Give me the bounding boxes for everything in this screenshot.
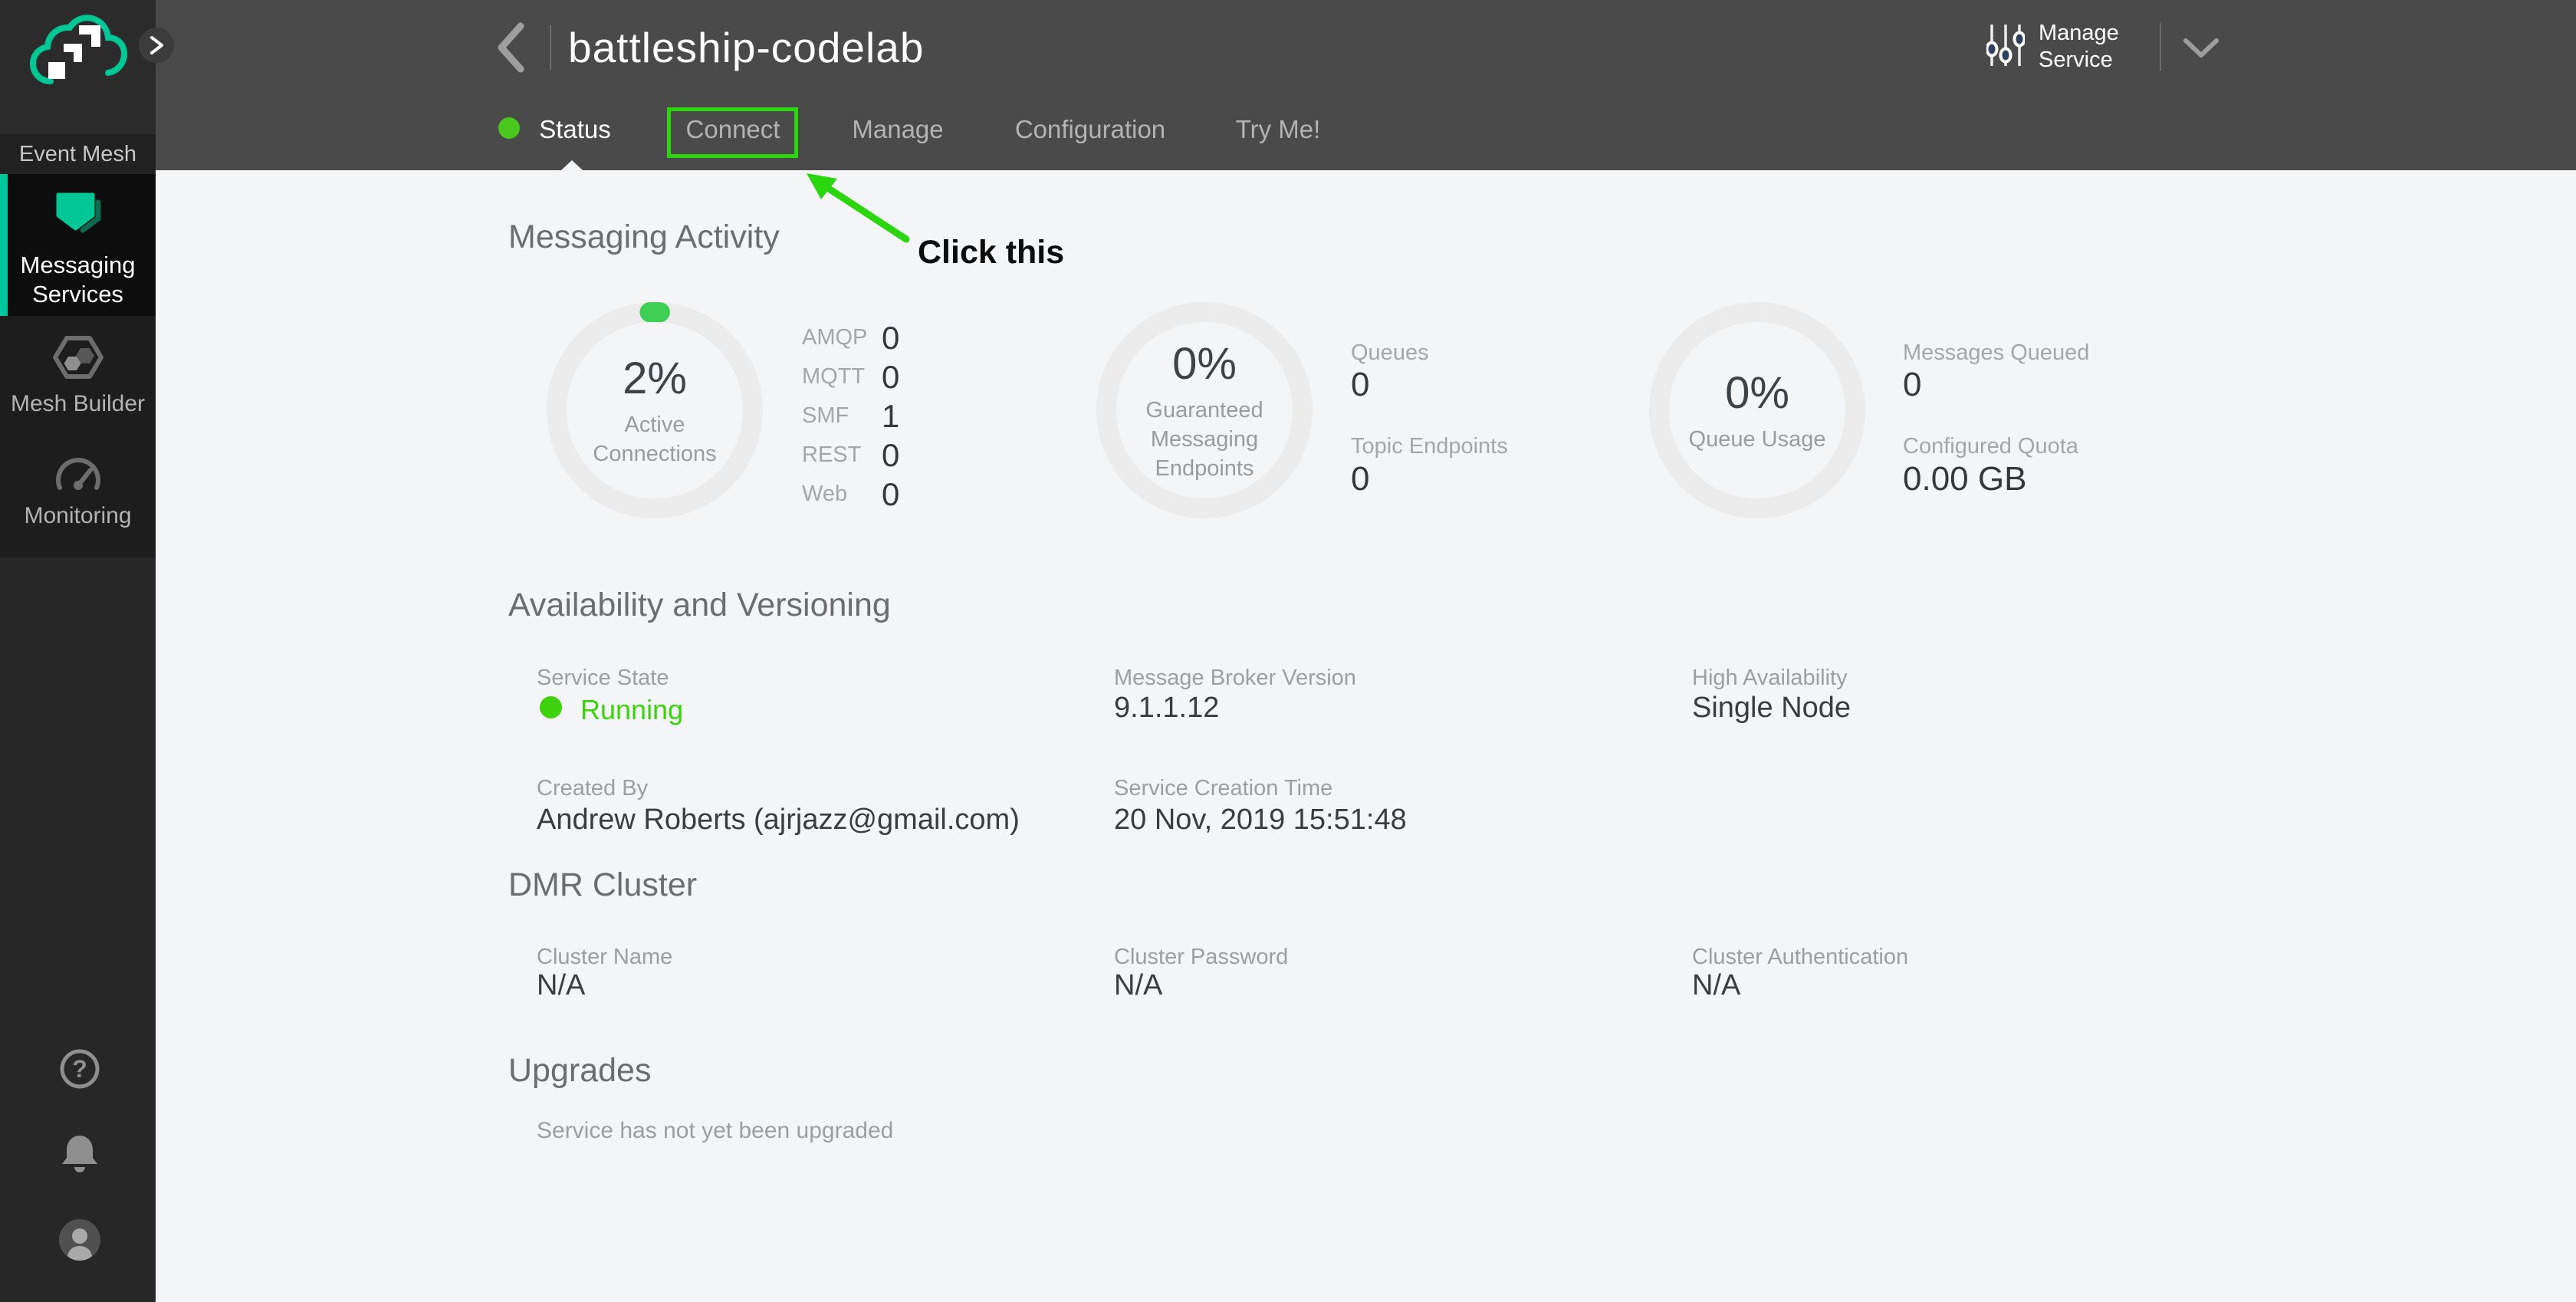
- stat-value: 0: [1351, 460, 1370, 498]
- notifications-button[interactable]: [58, 1133, 101, 1175]
- stat-row: SMF 1: [802, 397, 900, 434]
- stat-row: REST 0: [802, 436, 900, 473]
- stat-label: Configured Quota: [1903, 434, 2078, 459]
- cloud-logo-icon: [29, 15, 128, 84]
- gauge-caption: Active Connections: [593, 412, 717, 466]
- page-title: battleship-codelab: [568, 24, 925, 71]
- sidebar-item-label: Mesh Builder: [10, 391, 146, 416]
- field-label-cluster-password: Cluster Password: [1114, 945, 1289, 969]
- field-value-high-availability: Single Node: [1692, 692, 1852, 724]
- field-value-broker-version: 9.1.1.12: [1114, 692, 1220, 724]
- chevron-down-icon[interactable]: [2181, 37, 2221, 64]
- help-button[interactable]: ?: [58, 1047, 101, 1090]
- sidebar-item-messaging-services[interactable]: Messaging Services: [0, 174, 156, 316]
- help-icon: ?: [60, 1049, 100, 1089]
- active-connections-gauge: 2% Active Connections: [546, 301, 764, 519]
- upgrades-note: Service has not yet been upgraded: [537, 1118, 894, 1143]
- stat-row: AMQP 0: [802, 319, 900, 356]
- sidebar-item-monitoring[interactable]: Monitoring: [0, 429, 156, 544]
- svg-text:?: ?: [72, 1055, 87, 1083]
- field-value-cluster-password: N/A: [1114, 969, 1163, 1001]
- stat-value: 0.00 GB: [1903, 460, 2027, 498]
- running-status-dot: [540, 696, 562, 718]
- sidebar-nav: Messaging Services Mesh Builder Monitori…: [0, 174, 156, 557]
- sidebar: Event Mesh Messaging Services Mesh Build…: [0, 0, 174, 1302]
- gauge-percent: 0%: [1172, 338, 1237, 389]
- field-label-service-state: Service State: [537, 666, 669, 690]
- messaging-services-shield-icon: [56, 192, 100, 233]
- chevron-right-icon: [150, 36, 163, 54]
- stat-row: Web 0: [802, 475, 900, 512]
- user-profile-button[interactable]: [58, 1218, 101, 1261]
- manage-service-label: Manage Service: [2039, 21, 2119, 72]
- field-value-created-by: Andrew Roberts (ajrjazz@gmail.com): [537, 804, 1020, 836]
- field-value-cluster-name: N/A: [537, 969, 586, 1001]
- stat-value: 0: [1903, 366, 1922, 403]
- stat-value: 0: [1351, 366, 1370, 403]
- manage-service-sliders-icon: [1985, 22, 2026, 72]
- user-avatar: [59, 1219, 100, 1261]
- page-header: battleship-codelab Status Connect Manage…: [156, 0, 2576, 170]
- connection-protocol-stats: AMQP 0 MQTT 0 SMF 1 REST 0 Web 0: [802, 318, 899, 514]
- field-value-creation-time: 20 Nov, 2019 15:51:48: [1114, 804, 1407, 836]
- tab-manage[interactable]: Manage: [852, 115, 944, 143]
- tab-try-me[interactable]: Try Me!: [1235, 115, 1321, 143]
- gauge-percent: 0%: [1725, 367, 1789, 418]
- mesh-builder-hexagon-icon: [52, 336, 104, 379]
- sidebar-item-mesh-builder[interactable]: Mesh Builder: [0, 316, 156, 429]
- field-label-broker-version: Message Broker Version: [1114, 666, 1356, 690]
- queue-usage-gauge: 0% Queue Usage: [1648, 301, 1866, 519]
- status-tab-green-dot: [498, 117, 520, 139]
- expand-sidebar-button[interactable]: [139, 28, 174, 63]
- back-chevron-icon[interactable]: [491, 20, 530, 75]
- tab-configuration[interactable]: Configuration: [1014, 115, 1166, 143]
- tab-status[interactable]: Status: [539, 115, 611, 143]
- sidebar-item-label: Monitoring: [24, 503, 132, 528]
- logo-area: [0, 0, 156, 134]
- section-title-upgrades: Upgrades: [508, 1052, 652, 1089]
- stat-label: Topic Endpoints: [1351, 434, 1508, 459]
- gauge-caption: Queue Usage: [1688, 426, 1826, 452]
- field-label-creation-time: Service Creation Time: [1114, 776, 1333, 801]
- manage-service-button[interactable]: Manage Service: [1985, 20, 2119, 74]
- connect-tab-highlight-box: [667, 107, 798, 158]
- tab-connect[interactable]: Connect: [685, 115, 780, 143]
- field-label-created-by: Created By: [537, 776, 649, 801]
- gauge-percent: 2%: [623, 353, 687, 403]
- field-label-cluster-authentication: Cluster Authentication: [1692, 945, 1909, 969]
- title-divider: [550, 25, 551, 70]
- notifications-bell-icon: [62, 1136, 97, 1172]
- sidebar-item-label: Messaging Services: [20, 252, 136, 307]
- section-title-dmr-cluster: DMR Cluster: [508, 866, 698, 903]
- field-label-high-availability: High Availability: [1692, 666, 1848, 690]
- header-divider: [2160, 23, 2161, 71]
- stat-label: Messages Queued: [1903, 340, 2090, 365]
- guaranteed-messaging-gauge: 0% Guaranteed Messaging Endpoints: [1096, 301, 1313, 519]
- stat-row: MQTT 0: [802, 358, 900, 395]
- field-value-service-state: Running: [580, 694, 684, 725]
- annotation-click-this: Click this: [918, 234, 1065, 271]
- field-label-cluster-name: Cluster Name: [537, 945, 673, 969]
- annotation-arrow: [797, 163, 920, 251]
- section-title-messaging-activity: Messaging Activity: [508, 219, 780, 255]
- sidebar-section-event-mesh: Event Mesh: [0, 134, 156, 174]
- field-value-cluster-authentication: N/A: [1692, 969, 1741, 1001]
- gauge-caption: Guaranteed Messaging Endpoints: [1145, 397, 1263, 481]
- stat-label: Queues: [1351, 340, 1429, 365]
- monitoring-gauge-icon: [55, 458, 100, 490]
- active-tab-indicator: [561, 160, 583, 170]
- section-title-availability: Availability and Versioning: [508, 587, 891, 623]
- active-item-bar: [0, 174, 8, 316]
